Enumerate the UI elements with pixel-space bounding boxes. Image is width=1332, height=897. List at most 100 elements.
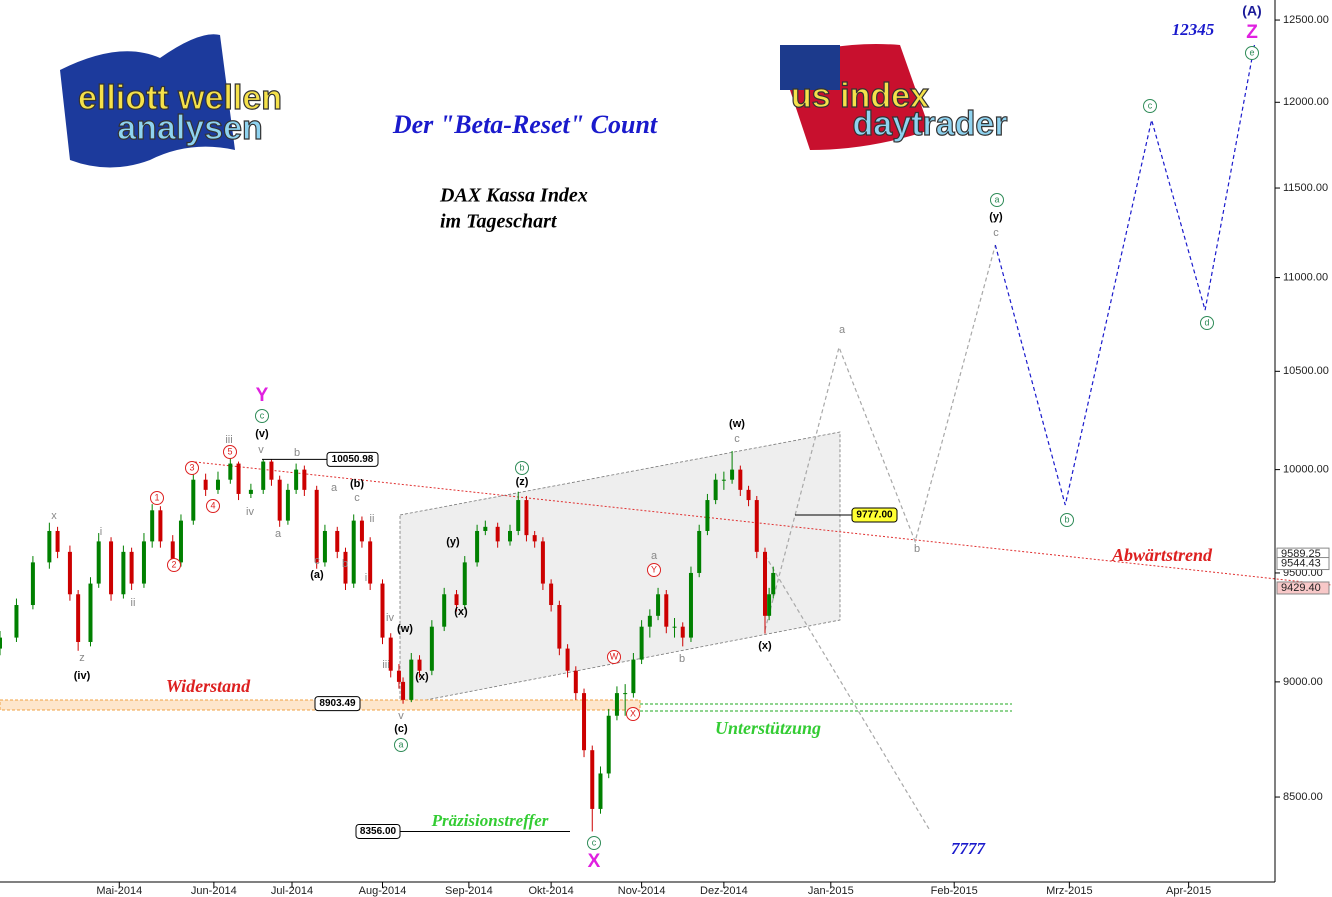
price-label: 9589.25 — [1281, 548, 1321, 560]
candle-body — [656, 594, 661, 616]
resistance-note: Widerstand — [166, 676, 251, 696]
y-tick-label: 8500.00 — [1283, 791, 1323, 803]
candle-body — [76, 594, 81, 642]
price-box — [1276, 581, 1330, 595]
candle-body — [713, 479, 718, 501]
candle-body — [335, 530, 340, 552]
wave-circle — [150, 491, 164, 505]
candle-body — [697, 530, 702, 573]
candle-body — [269, 461, 274, 480]
candle-body — [442, 594, 447, 627]
candle-body — [343, 551, 348, 584]
candle-body — [429, 626, 434, 671]
wave-circle — [647, 563, 661, 577]
wave-label: (w) — [397, 623, 413, 635]
wave-label: v — [258, 444, 264, 456]
candle-body — [261, 461, 266, 490]
candle-body — [388, 637, 393, 671]
candle-body — [14, 605, 19, 638]
candle-body — [178, 520, 183, 563]
y-tick-label: 9000.00 — [1283, 676, 1323, 688]
logo-flag — [60, 34, 235, 168]
x-tick-label: Apr-2015 — [1166, 885, 1211, 897]
wave-circle — [626, 707, 640, 721]
candle-body — [672, 626, 677, 628]
candle-body — [614, 693, 619, 716]
forecast-path — [764, 244, 996, 631]
wave-circle — [1143, 99, 1157, 113]
wave-label: X — [588, 851, 601, 872]
candle-body — [0, 637, 2, 649]
candle-body — [109, 541, 114, 595]
candle-body — [738, 469, 743, 490]
candle-body — [462, 562, 467, 606]
candle-body — [532, 535, 537, 542]
wave-label: a — [398, 739, 403, 749]
wave-label: b — [1064, 514, 1069, 524]
candle-body — [129, 551, 134, 584]
price-box — [1276, 557, 1330, 571]
logo-canton — [780, 45, 840, 90]
wave-label: X — [630, 708, 636, 718]
x-tick-label: Mrz-2015 — [1046, 885, 1092, 897]
candle-body — [30, 562, 35, 606]
wave-label: (z) — [516, 476, 529, 488]
wave-label: iv — [246, 506, 254, 518]
logo-right: us index daytrader — [780, 44, 1008, 150]
logo-text: elliott wellen — [78, 79, 282, 117]
x-tick-label: Sep-2014 — [445, 885, 493, 897]
target-note: 7777 — [951, 839, 987, 858]
candle-body — [688, 572, 693, 638]
candle-body — [351, 520, 356, 584]
wave-label: b — [342, 558, 348, 570]
candle-body — [396, 670, 401, 682]
candle-body — [573, 670, 578, 694]
y-tick-label: 12500.00 — [1283, 14, 1329, 26]
wave-label: d — [1204, 317, 1209, 327]
y-tick-label: 10000.00 — [1283, 464, 1329, 476]
candle-body — [170, 541, 175, 563]
candle-body — [540, 541, 545, 584]
wave-label: (A) — [1242, 3, 1261, 19]
candle-body — [549, 583, 554, 606]
wave-label: Z — [1246, 22, 1258, 43]
candle-body — [158, 510, 163, 542]
candle-body — [598, 773, 603, 809]
candle-body — [67, 551, 72, 595]
logo-text: analysen — [117, 109, 263, 147]
y-tick-label: 11500.00 — [1283, 182, 1328, 194]
wave-label: c — [354, 492, 360, 504]
x-tick-label: Jul-2014 — [271, 885, 313, 897]
wave-circle — [206, 499, 220, 513]
wave-circle — [223, 445, 237, 459]
candle-body — [664, 594, 669, 627]
target-note: 12345 — [1172, 20, 1215, 39]
wave-label: 3 — [189, 462, 194, 472]
candle-body — [417, 659, 422, 671]
logo-text: daytrader — [853, 105, 1008, 143]
y-tick-label: 10500.00 — [1283, 365, 1329, 377]
wave-label: a — [651, 550, 658, 562]
wave-label: 4 — [210, 500, 215, 510]
level-box — [355, 823, 401, 839]
candle-body — [96, 541, 101, 584]
wave-label: iii — [225, 434, 232, 446]
wave-label: (b) — [350, 478, 364, 490]
candle-body — [368, 541, 373, 584]
wave-label: c — [592, 837, 597, 847]
wave-circle — [255, 409, 269, 423]
candle-body — [203, 479, 208, 490]
wave-label: e — [1249, 47, 1254, 57]
wave-label: b — [679, 653, 685, 665]
hit-note: Präzisionstreffer — [431, 811, 549, 830]
wave-label: (y) — [989, 211, 1003, 223]
wave-label: Y — [651, 564, 657, 574]
candle-body — [606, 715, 611, 774]
price-label: 9544.43 — [1281, 557, 1321, 569]
wave-label: c — [314, 555, 320, 567]
candle-body — [705, 500, 710, 531]
wave-label: (x) — [454, 606, 468, 618]
wave-label: b — [294, 447, 300, 459]
candle-body — [150, 510, 155, 542]
